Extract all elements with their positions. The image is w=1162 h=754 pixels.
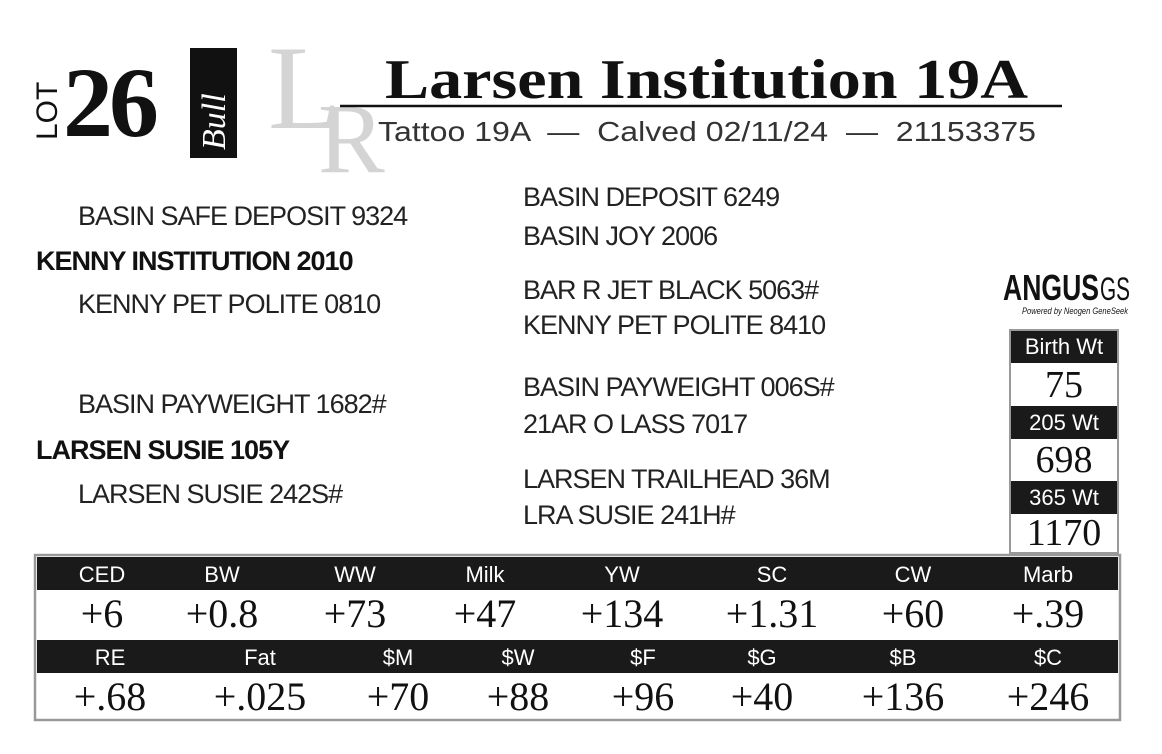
epd-value: +246 bbox=[1007, 674, 1090, 719]
brand-tagline: Powered by Neogen GeneSeek bbox=[1022, 306, 1128, 316]
title: Larsen Institution 19A bbox=[385, 49, 1029, 111]
dam-sire: BASIN PAYWEIGHT 1682# bbox=[78, 389, 387, 419]
sex-label: Bull bbox=[196, 93, 233, 150]
subtitle: Tattoo 19A — Calved 02/11/24 — 21153375 bbox=[378, 116, 1036, 147]
epd-value: +0.8 bbox=[186, 591, 259, 636]
watermark-r: R bbox=[318, 83, 385, 194]
dam-dam: LARSEN SUSIE 242S# bbox=[78, 479, 343, 509]
epd-value: +.39 bbox=[1012, 591, 1085, 636]
watermark-l: L bbox=[268, 21, 341, 154]
epd-header: $W bbox=[502, 645, 535, 670]
great-grandparent: BAR R JET BLACK 5063# bbox=[523, 275, 819, 305]
epd-header: BW bbox=[204, 562, 240, 587]
epd-value: +88 bbox=[487, 674, 550, 719]
lot-label: LOT bbox=[31, 82, 64, 140]
sex-badge bbox=[190, 48, 237, 158]
weight-label: Birth Wt bbox=[1025, 334, 1103, 359]
epd-header: $M bbox=[383, 645, 414, 670]
epd-value: +73 bbox=[324, 591, 387, 636]
dam: LARSEN SUSIE 105Y bbox=[36, 435, 290, 465]
epd-value: +.68 bbox=[74, 674, 147, 719]
epd-header: Marb bbox=[1023, 562, 1073, 587]
epd-header: WW bbox=[334, 562, 376, 587]
weight-value: 75 bbox=[1045, 364, 1083, 406]
weight-header-bg bbox=[1011, 406, 1117, 439]
epd-value: +60 bbox=[882, 591, 945, 636]
weight-label: 365 Wt bbox=[1029, 485, 1099, 510]
epd-rows: CED BW WW Milk YW SC CW Marb +6 +0.8 +73 +47 +134 +1.… bbox=[37, 557, 1118, 719]
weight-header-bg bbox=[1011, 331, 1117, 363]
epd-header: SC bbox=[757, 562, 788, 587]
weight-value: 1170 bbox=[1027, 512, 1102, 554]
brand-name: ANGUS bbox=[1003, 267, 1099, 308]
epd-value: +47 bbox=[454, 591, 517, 636]
epd-value: +70 bbox=[367, 674, 430, 719]
epd-value: +96 bbox=[612, 674, 675, 719]
great-grandparent: BASIN PAYWEIGHT 006S# bbox=[523, 372, 835, 402]
sire: KENNY INSTITUTION 2010 bbox=[36, 246, 353, 276]
epd-value: +40 bbox=[731, 674, 794, 719]
epd-header-bg bbox=[37, 640, 1118, 673]
weight-header-bg bbox=[1011, 481, 1117, 514]
epd-header: $F bbox=[630, 645, 656, 670]
epd-header: $C bbox=[1034, 645, 1062, 670]
sire-sire: BASIN SAFE DEPOSIT 9324 bbox=[78, 201, 408, 231]
brand-suffix: GS bbox=[1100, 271, 1130, 307]
great-grandparent: BASIN DEPOSIT 6249 bbox=[523, 182, 779, 212]
epd-value: +1.31 bbox=[726, 591, 819, 636]
epd-value: +6 bbox=[81, 591, 124, 636]
epd-header: Milk bbox=[465, 562, 505, 587]
great-grandparent: BASIN JOY 2006 bbox=[523, 221, 717, 251]
weight-label: 205 Wt bbox=[1029, 410, 1099, 435]
epd-header: RE bbox=[95, 645, 126, 670]
epd-header: $B bbox=[890, 645, 917, 670]
lot-number: 26 bbox=[63, 47, 157, 158]
great-grandparent: LRA SUSIE 241H# bbox=[523, 500, 736, 530]
great-grandparent: 21AR O LASS 7017 bbox=[523, 409, 747, 439]
epd-header-bg bbox=[37, 557, 1118, 590]
epd-value: +134 bbox=[581, 591, 664, 636]
weights-box bbox=[1009, 329, 1119, 554]
epd-header: YW bbox=[604, 562, 640, 587]
great-grandparent: LARSEN TRAILHEAD 36M bbox=[523, 464, 830, 494]
epd-value: +.025 bbox=[214, 674, 307, 719]
epd-header: $G bbox=[747, 645, 776, 670]
sire-dam: KENNY PET POLITE 0810 bbox=[78, 289, 380, 319]
epd-header: Fat bbox=[244, 645, 276, 670]
great-grandparent: KENNY PET POLITE 8410 bbox=[523, 310, 825, 340]
weight-value: 698 bbox=[1036, 439, 1093, 481]
epd-header: CW bbox=[895, 562, 932, 587]
epd-value: +136 bbox=[862, 674, 945, 719]
epd-header: CED bbox=[79, 562, 125, 587]
